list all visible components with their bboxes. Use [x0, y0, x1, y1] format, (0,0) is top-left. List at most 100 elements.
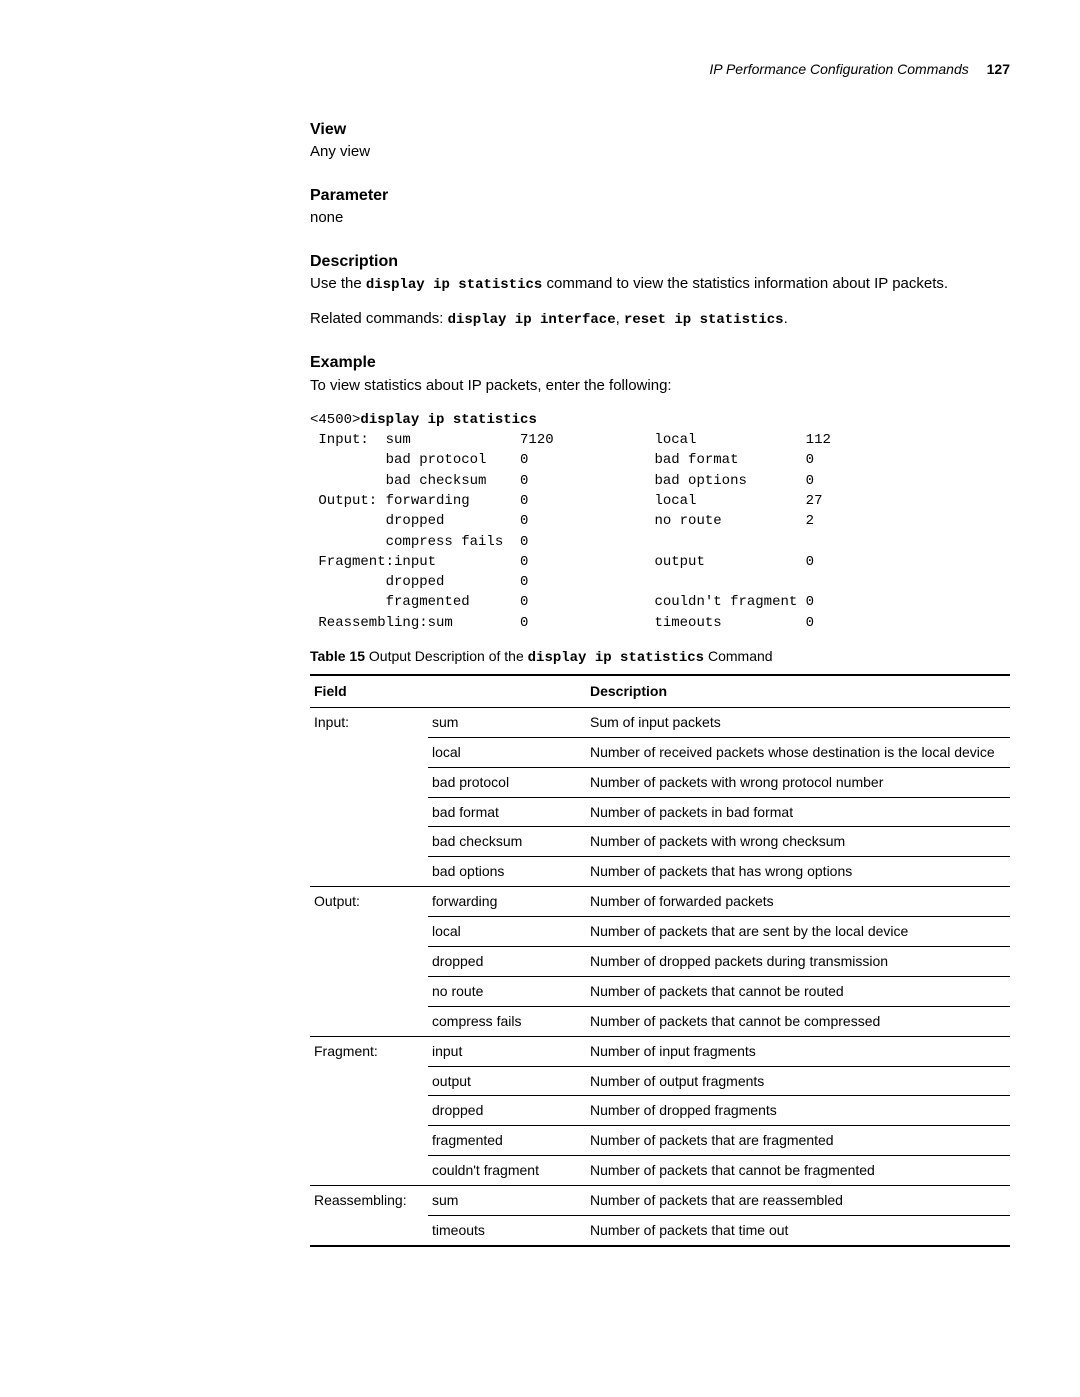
table-cell-field: couldn't fragment — [428, 1156, 586, 1186]
description-body: Use the display ip statistics command to… — [310, 274, 1010, 295]
table-cell-field: bad protocol — [428, 767, 586, 797]
table-head-description: Description — [586, 675, 1010, 707]
table-caption-cmd: display ip statistics — [528, 650, 704, 666]
table-row: bad optionsNumber of packets that has wr… — [310, 857, 1010, 887]
table-row: compress failsNumber of packets that can… — [310, 1006, 1010, 1036]
table-cell-group — [310, 1215, 428, 1245]
table-row: localNumber of packets that are sent by … — [310, 917, 1010, 947]
header-section: IP Performance Configuration Commands — [709, 61, 968, 77]
table-row: Fragment:inputNumber of input fragments — [310, 1036, 1010, 1066]
table-row: bad checksumNumber of packets with wrong… — [310, 827, 1010, 857]
table-row: droppedNumber of dropped fragments — [310, 1096, 1010, 1126]
view-heading: View — [310, 119, 1010, 141]
table-cell-field: fragmented — [428, 1126, 586, 1156]
table-row: Input:sumSum of input packets — [310, 707, 1010, 737]
table-cell-description: Number of packets that are sent by the l… — [586, 917, 1010, 947]
table-cell-group: Output: — [310, 887, 428, 917]
table-cell-description: Number of packets that are fragmented — [586, 1126, 1010, 1156]
parameter-body: none — [310, 208, 1010, 228]
related-cmd-1: display ip interface — [448, 312, 616, 328]
table-cell-group — [310, 1066, 428, 1096]
table-cell-group — [310, 1096, 428, 1126]
table-cell-field: sum — [428, 707, 586, 737]
table-cell-description: Number of packets with wrong checksum — [586, 827, 1010, 857]
table-cell-group — [310, 1156, 428, 1186]
desc-text-post: command to view the statistics informati… — [542, 275, 948, 292]
table-cell-group — [310, 827, 428, 857]
table-cell-field: dropped — [428, 1096, 586, 1126]
table-cell-group: Input: — [310, 707, 428, 737]
related-pre: Related commands: — [310, 310, 448, 327]
table-header-row: Field Description — [310, 675, 1010, 707]
related-sep: , — [616, 310, 624, 327]
table-cell-group — [310, 1126, 428, 1156]
table-cell-description: Number of dropped fragments — [586, 1096, 1010, 1126]
table-cell-group — [310, 976, 428, 1006]
table-cell-group — [310, 737, 428, 767]
table-cell-description: Number of packets that time out — [586, 1215, 1010, 1245]
running-header: IP Performance Configuration Commands 12… — [310, 60, 1010, 79]
table-cell-field: sum — [428, 1186, 586, 1216]
view-body: Any view — [310, 142, 1010, 162]
table-cell-field: output — [428, 1066, 586, 1096]
table-cell-description: Number of packets that has wrong options — [586, 857, 1010, 887]
table-cell-description: Number of input fragments — [586, 1036, 1010, 1066]
related-commands: Related commands: display ip interface, … — [310, 309, 1010, 330]
example-body: To view statistics about IP packets, ent… — [310, 376, 1010, 396]
table-cell-field: local — [428, 917, 586, 947]
desc-text-pre: Use the — [310, 275, 366, 292]
table-cell-description: Sum of input packets — [586, 707, 1010, 737]
table-row: no routeNumber of packets that cannot be… — [310, 976, 1010, 1006]
example-heading: Example — [310, 352, 1010, 374]
table-row: bad formatNumber of packets in bad forma… — [310, 797, 1010, 827]
table-cell-description: Number of packets that cannot be routed — [586, 976, 1010, 1006]
table-cell-group — [310, 857, 428, 887]
table-caption: Table 15 Output Description of the displ… — [310, 647, 1010, 668]
table-cell-field: compress fails — [428, 1006, 586, 1036]
table-row: Output:forwardingNumber of forwarded pac… — [310, 887, 1010, 917]
table-row: bad protocolNumber of packets with wrong… — [310, 767, 1010, 797]
table-cell-description: Number of packets that cannot be fragmen… — [586, 1156, 1010, 1186]
page-number: 127 — [987, 61, 1010, 77]
description-table: Field Description Input:sumSum of input … — [310, 674, 1010, 1247]
table-cell-field: input — [428, 1036, 586, 1066]
table-cell-field: local — [428, 737, 586, 767]
table-cell-group — [310, 917, 428, 947]
table-cell-group — [310, 767, 428, 797]
table-cell-description: Number of output fragments — [586, 1066, 1010, 1096]
desc-command: display ip statistics — [366, 277, 542, 293]
page: IP Performance Configuration Commands 12… — [0, 0, 1080, 1397]
table-row: outputNumber of output fragments — [310, 1066, 1010, 1096]
table-cell-field: bad format — [428, 797, 586, 827]
table-cell-group: Reassembling: — [310, 1186, 428, 1216]
related-end: . — [784, 310, 788, 327]
table-cell-description: Number of dropped packets during transmi… — [586, 946, 1010, 976]
table-row: fragmentedNumber of packets that are fra… — [310, 1126, 1010, 1156]
table-caption-label: Table 15 — [310, 648, 365, 664]
table-cell-group — [310, 797, 428, 827]
table-cell-description: Number of forwarded packets — [586, 887, 1010, 917]
terminal-output: <4500>display ip statistics Input: sum 7… — [310, 410, 1010, 633]
table-cell-group — [310, 1006, 428, 1036]
table-row: droppedNumber of dropped packets during … — [310, 946, 1010, 976]
table-row: localNumber of received packets whose de… — [310, 737, 1010, 767]
table-cell-field: timeouts — [428, 1215, 586, 1245]
related-cmd-2: reset ip statistics — [624, 312, 784, 328]
table-cell-field: dropped — [428, 946, 586, 976]
table-cell-group — [310, 946, 428, 976]
table-caption-post: Command — [704, 648, 772, 664]
parameter-heading: Parameter — [310, 185, 1010, 207]
description-heading: Description — [310, 251, 1010, 273]
table-cell-description: Number of packets that are reassembled — [586, 1186, 1010, 1216]
table-cell-field: forwarding — [428, 887, 586, 917]
table-cell-description: Number of packets that cannot be compres… — [586, 1006, 1010, 1036]
table-row: timeoutsNumber of packets that time out — [310, 1215, 1010, 1245]
table-cell-field: bad options — [428, 857, 586, 887]
table-cell-description: Number of received packets whose destina… — [586, 737, 1010, 767]
table-cell-field: no route — [428, 976, 586, 1006]
table-row: couldn't fragmentNumber of packets that … — [310, 1156, 1010, 1186]
table-row: Reassembling:sumNumber of packets that a… — [310, 1186, 1010, 1216]
table-head-field: Field — [310, 675, 586, 707]
table-caption-pre: Output Description of the — [365, 648, 528, 664]
table-cell-description: Number of packets with wrong protocol nu… — [586, 767, 1010, 797]
